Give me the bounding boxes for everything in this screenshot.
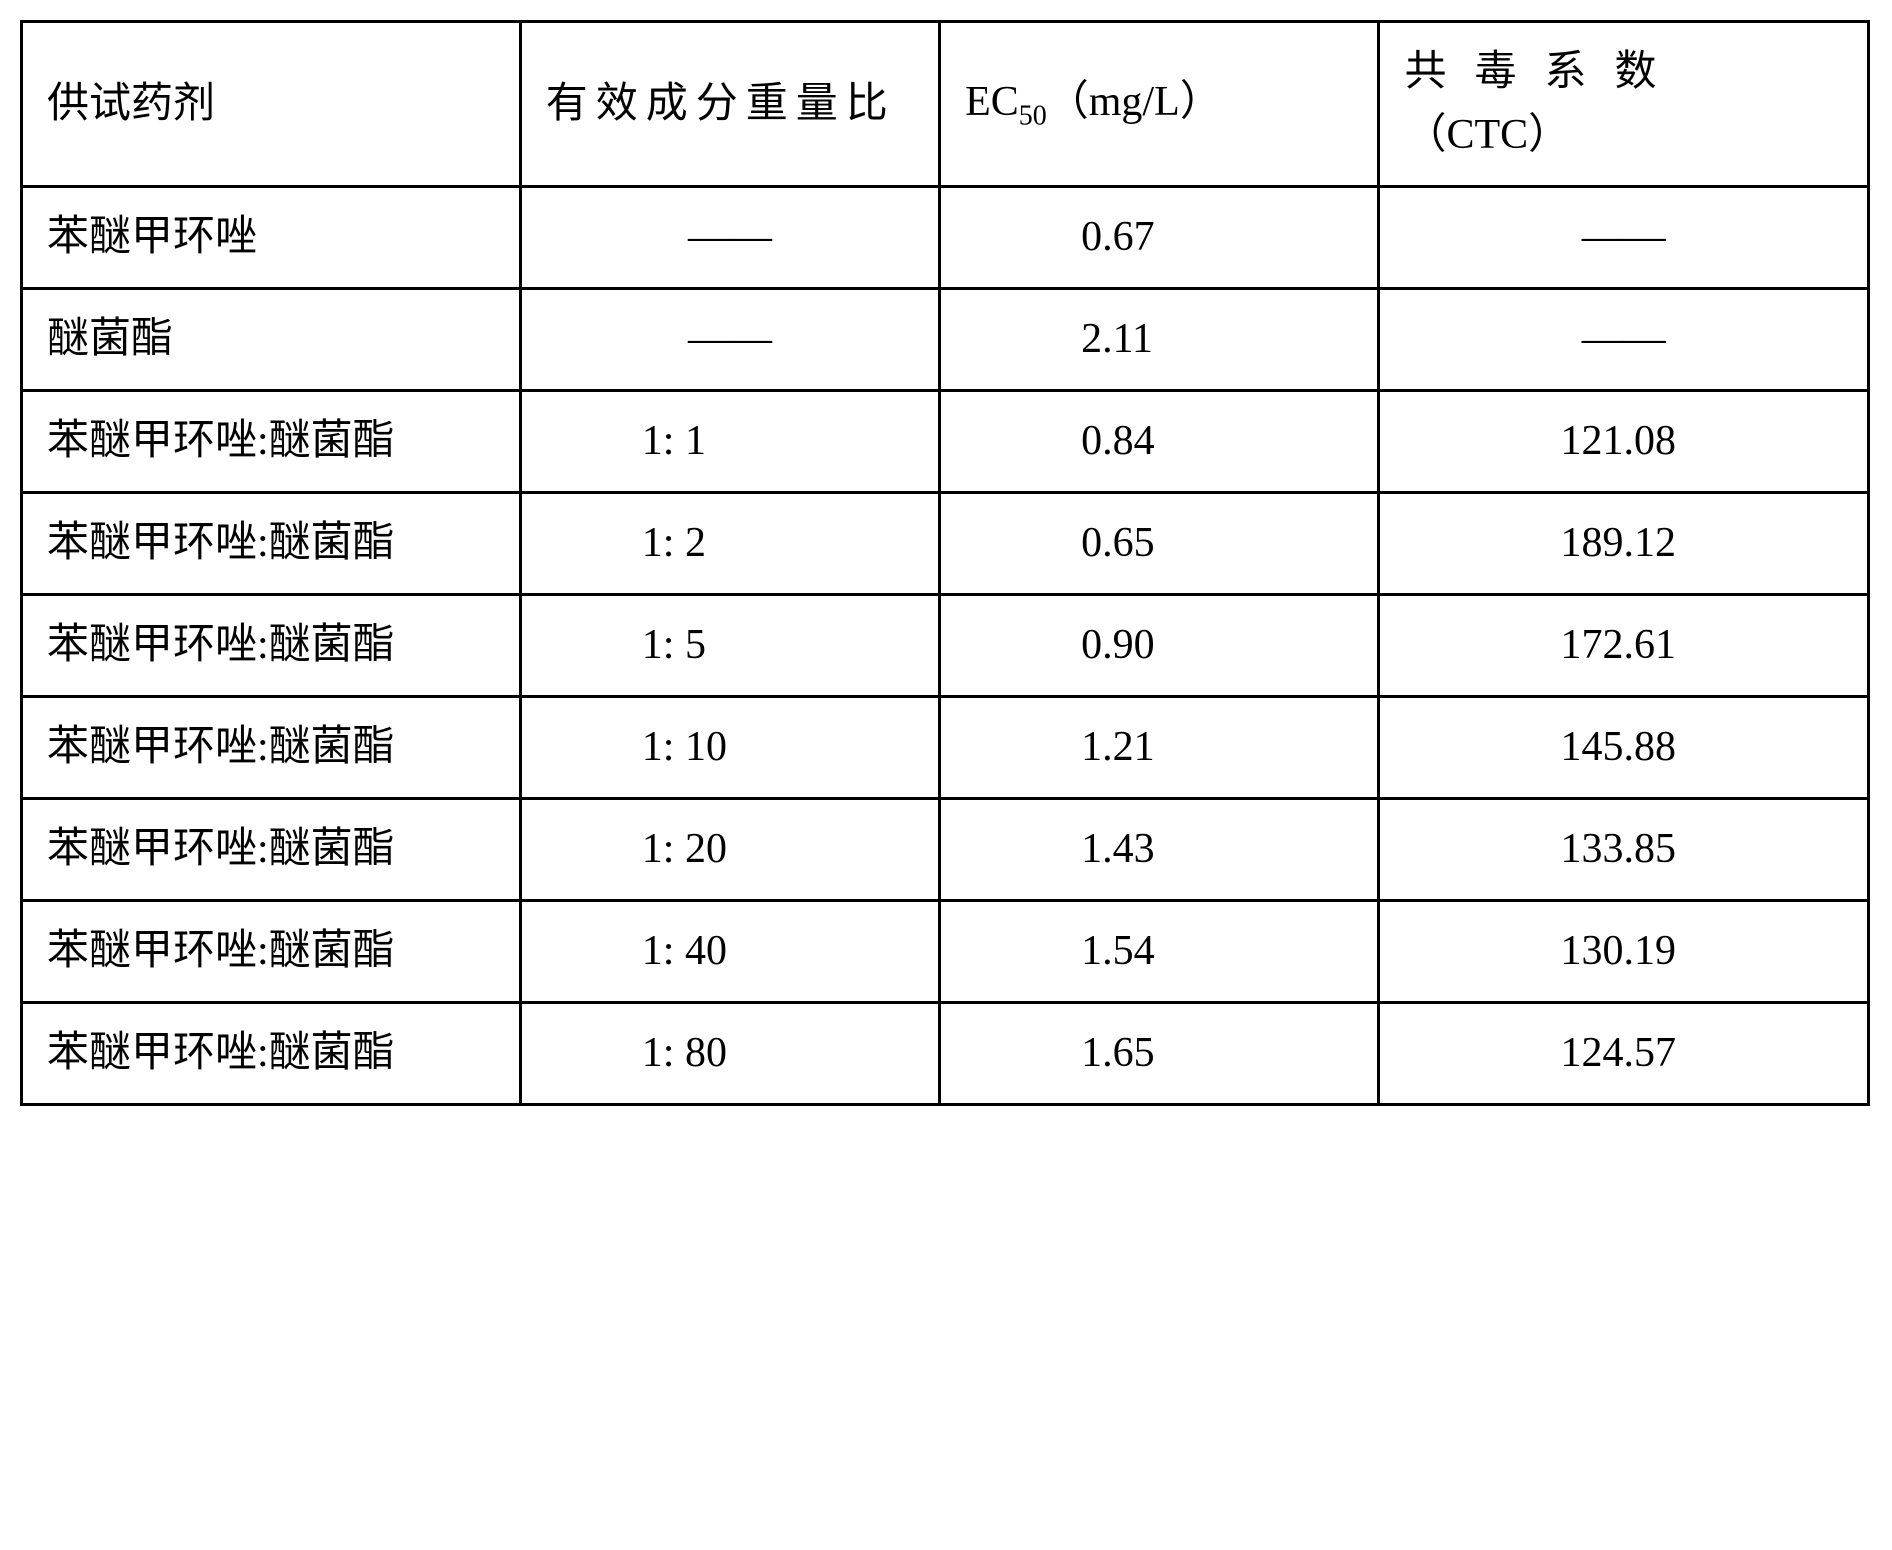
cell-agent: 苯醚甲环唑:醚菌酯 bbox=[22, 799, 521, 901]
cell-ec50: 1.43 bbox=[940, 799, 1379, 901]
cell-ratio: —— bbox=[520, 187, 939, 289]
cell-ratio: 1: 40 bbox=[520, 901, 939, 1003]
cell-ratio: 1: 20 bbox=[520, 799, 939, 901]
cell-ec50: 0.84 bbox=[940, 391, 1379, 493]
table-row: 苯醚甲环唑:醚菌酯 1: 10 1.21 145.88 bbox=[22, 697, 1869, 799]
cell-ratio: 1: 2 bbox=[520, 493, 939, 595]
cell-ratio: 1: 1 bbox=[520, 391, 939, 493]
cell-ratio: 1: 10 bbox=[520, 697, 939, 799]
cell-ctc: 172.61 bbox=[1379, 595, 1869, 697]
header-agent-label: 供试药剂 bbox=[47, 81, 215, 127]
data-table: 供试药剂 有效成分重量比 EC50（mg/L） 共毒系数 （CTC） 苯醚甲环唑… bbox=[20, 20, 1870, 1106]
table-body: 苯醚甲环唑 —— 0.67 —— 醚菌酯 —— 2.11 —— 苯醚甲环唑:醚菌… bbox=[22, 187, 1869, 1105]
header-ec50-prefix: EC bbox=[965, 79, 1019, 125]
cell-agent: 苯醚甲环唑:醚菌酯 bbox=[22, 697, 521, 799]
cell-ec50: 1.54 bbox=[940, 901, 1379, 1003]
header-ctc-line2: （CTC） bbox=[1404, 104, 1843, 167]
header-ctc-line1: 共毒系数 bbox=[1404, 49, 1684, 95]
cell-ctc: —— bbox=[1379, 187, 1869, 289]
cell-agent: 苯醚甲环唑:醚菌酯 bbox=[22, 901, 521, 1003]
table-row: 苯醚甲环唑:醚菌酯 1: 40 1.54 130.19 bbox=[22, 901, 1869, 1003]
cell-agent: 醚菌酯 bbox=[22, 289, 521, 391]
cell-agent: 苯醚甲环唑:醚菌酯 bbox=[22, 595, 521, 697]
table-row: 苯醚甲环唑:醚菌酯 1: 2 0.65 189.12 bbox=[22, 493, 1869, 595]
cell-agent: 苯醚甲环唑:醚菌酯 bbox=[22, 493, 521, 595]
cell-ratio: 1: 5 bbox=[520, 595, 939, 697]
header-ratio-label: 有效成分重量比 bbox=[546, 81, 896, 127]
table-row: 苯醚甲环唑:醚菌酯 1: 80 1.65 124.57 bbox=[22, 1003, 1869, 1105]
cell-ctc: 133.85 bbox=[1379, 799, 1869, 901]
table-row: 苯醚甲环唑:醚菌酯 1: 5 0.90 172.61 bbox=[22, 595, 1869, 697]
header-agent: 供试药剂 bbox=[22, 22, 521, 187]
cell-ctc: 121.08 bbox=[1379, 391, 1869, 493]
header-ec50: EC50（mg/L） bbox=[940, 22, 1379, 187]
cell-ec50: 1.21 bbox=[940, 697, 1379, 799]
header-ratio: 有效成分重量比 bbox=[520, 22, 939, 187]
cell-ctc: 124.57 bbox=[1379, 1003, 1869, 1105]
header-ec50-suffix: （mg/L） bbox=[1047, 79, 1222, 125]
cell-ec50: 0.67 bbox=[940, 187, 1379, 289]
cell-agent: 苯醚甲环唑 bbox=[22, 187, 521, 289]
table-row: 苯醚甲环唑:醚菌酯 1: 1 0.84 121.08 bbox=[22, 391, 1869, 493]
cell-ratio: —— bbox=[520, 289, 939, 391]
cell-ctc: 145.88 bbox=[1379, 697, 1869, 799]
cell-ctc: 189.12 bbox=[1379, 493, 1869, 595]
table-row: 苯醚甲环唑:醚菌酯 1: 20 1.43 133.85 bbox=[22, 799, 1869, 901]
cell-ctc: —— bbox=[1379, 289, 1869, 391]
cell-ec50: 1.65 bbox=[940, 1003, 1379, 1105]
cell-ec50: 0.90 bbox=[940, 595, 1379, 697]
cell-agent: 苯醚甲环唑:醚菌酯 bbox=[22, 1003, 521, 1105]
cell-ec50: 2.11 bbox=[940, 289, 1379, 391]
cell-ec50: 0.65 bbox=[940, 493, 1379, 595]
table-row: 苯醚甲环唑 —— 0.67 —— bbox=[22, 187, 1869, 289]
cell-agent: 苯醚甲环唑:醚菌酯 bbox=[22, 391, 521, 493]
header-ec50-sub: 50 bbox=[1019, 100, 1047, 131]
header-ctc: 共毒系数 （CTC） bbox=[1379, 22, 1869, 187]
cell-ctc: 130.19 bbox=[1379, 901, 1869, 1003]
table-header-row: 供试药剂 有效成分重量比 EC50（mg/L） 共毒系数 （CTC） bbox=[22, 22, 1869, 187]
table-row: 醚菌酯 —— 2.11 —— bbox=[22, 289, 1869, 391]
cell-ratio: 1: 80 bbox=[520, 1003, 939, 1105]
